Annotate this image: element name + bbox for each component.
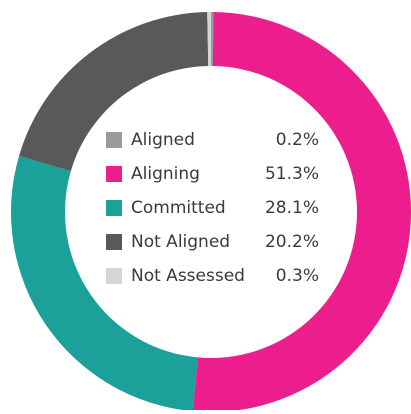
legend-label: Aligned	[131, 130, 195, 150]
legend-swatch	[106, 132, 122, 148]
legend-value: 28.1%	[265, 198, 319, 218]
legend-swatch	[106, 200, 122, 216]
legend-swatch	[106, 166, 122, 182]
donut-segment	[19, 12, 209, 172]
legend-label: Aligning	[131, 164, 200, 184]
legend-label: Not Assessed	[131, 266, 245, 286]
donut-segment	[10, 155, 198, 412]
legend-value: 20.2%	[265, 232, 319, 252]
donut-segment	[207, 12, 211, 67]
legend-value: 51.3%	[265, 164, 319, 184]
donut-segment	[192, 12, 411, 413]
legend-swatch	[106, 234, 122, 250]
legend-label: Committed	[131, 198, 226, 218]
legend-label: Not Aligned	[131, 232, 230, 252]
legend-value: 0.2%	[276, 130, 319, 150]
legend-value: 0.3%	[276, 266, 319, 286]
donut-segment	[211, 12, 214, 67]
legend-swatch	[106, 268, 122, 284]
